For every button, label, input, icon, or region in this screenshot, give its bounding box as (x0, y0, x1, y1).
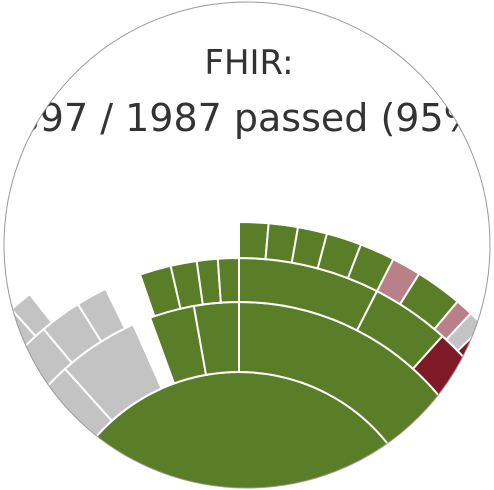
ring-4-segment-23[interactable] (467, 337, 494, 377)
ring-3-segment-14[interactable] (478, 446, 494, 483)
ring-4-segment-10[interactable] (0, 324, 22, 369)
ring-3-segment-13[interactable] (471, 427, 494, 466)
chart-subtitle: 1897 / 1987 passed (95%) (0, 96, 494, 140)
ring-4-segment-24[interactable] (477, 351, 494, 390)
sunburst-rings (0, 220, 494, 488)
ring-4-segment-9[interactable] (0, 342, 8, 385)
chart-title: FHIR: (204, 43, 293, 83)
ring-3-segment-7[interactable] (216, 256, 240, 304)
ring-3-segment-3[interactable] (76, 287, 127, 343)
ring-3-segment-11[interactable] (445, 377, 494, 434)
ring-4-segment-13[interactable] (238, 220, 270, 261)
ring-4-segment-12[interactable] (10, 292, 54, 338)
chart-frame (3, 1, 491, 489)
ring-3-segment-12[interactable] (462, 408, 494, 450)
